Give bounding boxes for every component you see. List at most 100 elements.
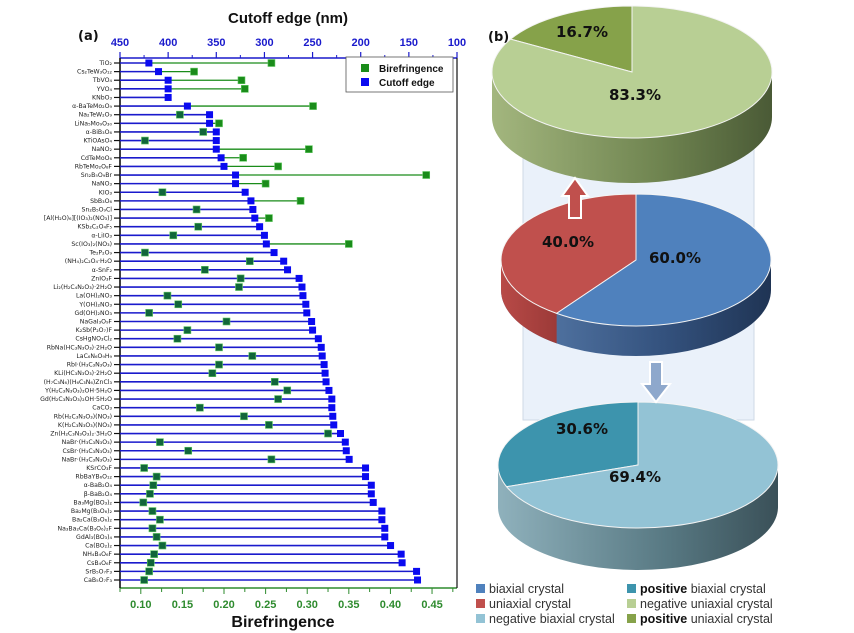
pie-crystal-type: 40.0% 60.0% — [500, 193, 772, 356]
data-row: NaBr·(H₃C₃N₃O₃) — [62, 455, 353, 463]
data-row: Gd(OH)₂NO₃ — [74, 309, 311, 317]
birefringence-marker — [148, 507, 157, 515]
data-row: CdTeMoO₆ — [81, 153, 247, 162]
birefringence-marker — [192, 205, 201, 214]
legend-label: uniaxial crystal — [489, 597, 571, 611]
arrow-down — [639, 361, 673, 404]
cutoff-marker — [220, 162, 228, 170]
birefringence-marker — [139, 498, 148, 507]
row-label: CsHgNO₃Cl₂ — [75, 336, 112, 343]
row-label: LiNa₅Mo₉O₃₀ — [74, 120, 112, 127]
birefringence-marker — [176, 110, 184, 119]
row-label: Y(OH)₂NO₃ — [78, 301, 112, 308]
row-label: β-BaB₂O₄ — [84, 491, 113, 498]
top-tick-label: 200 — [352, 37, 370, 49]
row-label: NaBr·(H₃C₃N₃O₃) — [62, 439, 112, 446]
data-row: Zn(H₂C₃N₃O₃)₂·3H₂O — [50, 429, 344, 438]
cutoff-marker — [330, 421, 338, 429]
cutoff-marker — [206, 111, 214, 119]
row-label: Rb(H₂C₃N₃O₃)(NO₃) — [54, 413, 112, 420]
cutoff-marker — [367, 490, 375, 498]
cutoff-marker — [232, 171, 240, 179]
top-axis: 450 400 350 300 250 200 150 100 — [111, 37, 466, 58]
row-label: Y(H₂C₃N₃O₃)₂OH·5H₂O — [44, 387, 112, 394]
cutoff-marker — [336, 430, 344, 438]
birefringence-marker — [152, 533, 161, 541]
birefringence-marker — [201, 265, 209, 274]
top-tick-label: 100 — [448, 37, 466, 49]
birefringence-cutoff-chart: (a) Cutoff edge (nm) Birefringence 450 40… — [40, 10, 466, 631]
pie-slice-label: 40.0% — [542, 233, 594, 251]
row-label: Ba₂Mg(B₃O₆)₂ — [71, 508, 113, 515]
cutoff-marker — [413, 567, 421, 575]
data-row: Cs₂TeW₃O₁₂ — [77, 67, 198, 76]
bottom-tick-label: 0.15 — [172, 599, 193, 611]
cutoff-marker — [217, 154, 225, 162]
data-row: SrB₅O₇F₃ — [85, 567, 421, 575]
birefringence-marker — [158, 541, 167, 550]
data-row: NH₄B₄O₆F — [83, 550, 405, 558]
pie-side — [492, 72, 772, 183]
cutoff-marker — [249, 205, 257, 213]
row-label: Te₂P₂O₉ — [88, 250, 112, 257]
legend-swatch-cutoff — [361, 78, 369, 86]
legend-item: positive biaxial crystal — [627, 582, 773, 597]
cutoff-marker — [302, 300, 310, 308]
cutoff-marker — [318, 352, 326, 360]
bottom-tick-label: 0.25 — [255, 599, 276, 611]
cutoff-marker — [164, 93, 172, 101]
pie-slice-label: 30.6% — [556, 420, 608, 438]
cutoff-marker — [251, 214, 259, 222]
data-row: Ba₂Ca(B₃O₆)₂ — [72, 515, 386, 524]
data-row: CsBr·(H₃C₃N₃O₃) — [62, 446, 350, 455]
pie-slice — [555, 193, 772, 327]
birefringence-marker — [174, 300, 183, 309]
cutoff-marker — [378, 507, 386, 515]
data-row: Y(OH)₂NO₃ — [78, 300, 310, 309]
cutoff-marker — [314, 335, 322, 343]
legend-swatch — [627, 599, 636, 608]
bottom-tick-label: 0.35 — [338, 599, 359, 611]
data-row: KNbO₃ — [92, 93, 172, 101]
data-row: β-BaB₂O₄ — [84, 490, 375, 498]
row-label: Sn₂B₅O₉Cl — [82, 206, 113, 213]
data-row: KIO₃ — [99, 188, 249, 196]
row-label: K₂Sb(P₂O₇)F — [76, 327, 113, 334]
legend-label: negative uniaxial crystal — [640, 597, 773, 611]
row-label: KSrCO₃F — [86, 465, 112, 472]
birefringence-marker — [274, 395, 282, 403]
birefringence-marker — [156, 515, 164, 524]
legend-swatch — [476, 584, 485, 593]
row-label: Zn(H₂C₃N₃O₃)₂·3H₂O — [50, 431, 112, 438]
birefringence-marker — [146, 558, 155, 567]
birefringence-marker — [237, 76, 246, 85]
data-row: RbBaYB₆O₁₂ — [75, 472, 370, 481]
legend-swatch-birefringence — [361, 64, 369, 72]
cutoff-marker — [145, 59, 153, 67]
cutoff-marker — [262, 240, 270, 248]
data-row: Ba₃Mg(BO₃)₂ — [73, 498, 377, 507]
cutoff-marker — [381, 533, 389, 541]
birefringence-marker — [145, 309, 153, 317]
row-label: SbB₃O₆ — [90, 198, 112, 205]
data-row: CaCO₃ — [92, 403, 336, 412]
birefringence-marker — [149, 481, 158, 490]
row-label: CdTeMoO₆ — [81, 155, 113, 162]
birefringence-marker — [215, 119, 223, 128]
legend-item: uniaxial crystal — [476, 597, 615, 612]
data-row: KTiOAsO₄ — [84, 136, 220, 145]
data-row: RbNa(HC₃N₃O₃)·2H₂O — [47, 343, 325, 351]
cutoff-marker — [328, 395, 336, 403]
arrow-up-icon — [560, 176, 590, 219]
birefringence-marker — [140, 464, 148, 472]
data-row: Ca(BO₂)₂ — [85, 541, 395, 550]
row-label: RbBaYB₆O₁₂ — [75, 474, 112, 481]
cutoff-marker — [321, 369, 329, 377]
birefringence-marker — [235, 283, 243, 291]
cutoff-marker — [260, 231, 268, 239]
row-label: α-BiB₃O₆ — [86, 129, 113, 136]
bottom-tick-label: 0.20 — [213, 599, 234, 611]
legend-label: uniaxial crystal — [687, 612, 773, 626]
cutoff-marker — [164, 76, 172, 84]
birefringence-marker — [265, 214, 273, 222]
